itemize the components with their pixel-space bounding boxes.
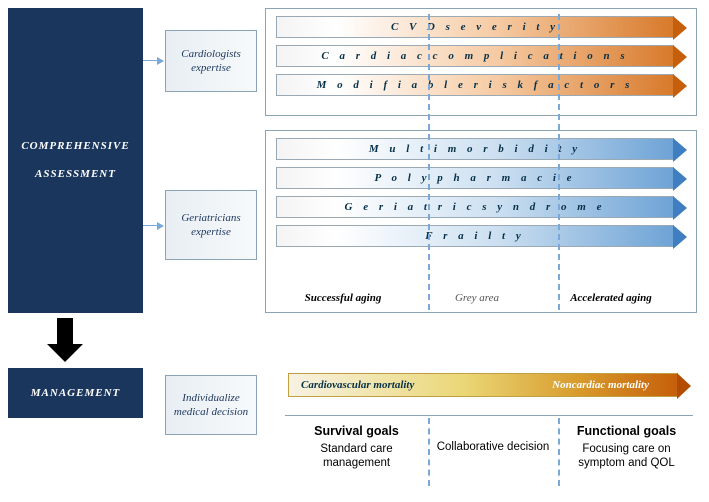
arrow-bar: C a r d i a c c o m p l i c a t i o n s (276, 45, 674, 67)
aging-left: Successful aging (276, 292, 410, 304)
arrow-bar-label: P o l y p h a r m a c i e (374, 172, 575, 184)
arrow-bar: M o d i f i a b l e r i s k f a c t o r … (276, 74, 674, 96)
col1-heading: Survival goals (291, 424, 422, 438)
arrow-bar-label: C a r d i a c c o m p l i c a t i o n s (321, 50, 628, 62)
arrow-bar-label: C V D s e v e r i t y (391, 21, 559, 33)
arrow-bar-label: G e r i a t r i c s y n d r o m e (345, 201, 606, 213)
cardio-panel: C V D s e v e r i t y C a r d i a c c o m… (265, 8, 697, 116)
col2-heading: Collaborative decision (437, 440, 550, 454)
vguide-1 (428, 14, 430, 310)
arrow-bar-label: M o d i f i a b l e r i s k f a c t o r … (317, 79, 634, 91)
comprehensive-assessment-box: COMPREHENSIVE ASSESSMENT (8, 8, 143, 313)
arrow-bar-label: F r a i l t y (425, 230, 524, 242)
mortality-bar: Cardiovascular mortality Noncardiac mort… (288, 373, 678, 397)
arrow-bar: G e r i a t r i c s y n d r o m e (276, 196, 674, 218)
mortality-right: Noncardiac mortality (552, 379, 649, 391)
geriatricians-label: Geriatricians expertise (172, 211, 250, 240)
mgmt-hline (285, 415, 693, 416)
arrow-bar: F r a i l t y (276, 225, 674, 247)
arrow-bar: M u l t i m o r b i d i t y (276, 138, 674, 160)
mgmt-columns: Survival goals Standard care management … (285, 420, 695, 475)
arrow-bar: P o l y p h a r m a c i e (276, 167, 674, 189)
col3-text: Focusing care on symptom and QOL (564, 442, 689, 471)
connector-cardio (143, 60, 163, 61)
individualize-label: Individualize medical decision (172, 391, 250, 420)
arrow-bar-label: M u l t i m o r b i d i t y (369, 143, 581, 155)
assessment-label-2: ASSESSMENT (21, 166, 129, 184)
aging-right: Accelerated aging (544, 292, 678, 304)
cardiologists-label-box: Cardiologists expertise (165, 30, 257, 92)
col3-heading: Functional goals (564, 424, 689, 438)
geriatricians-label-box: Geriatricians expertise (165, 190, 257, 260)
assessment-label-1: COMPREHENSIVE (21, 138, 129, 156)
individualize-label-box: Individualize medical decision (165, 375, 257, 435)
col1-text: Standard care management (291, 442, 422, 471)
aging-row: Successful aging Grey area Accelerated a… (276, 292, 678, 304)
vguide-2 (558, 14, 560, 310)
management-label: MANAGEMENT (31, 387, 120, 399)
arrow-bar: C V D s e v e r i t y (276, 16, 674, 38)
cardiologists-label: Cardiologists expertise (172, 47, 250, 76)
management-box: MANAGEMENT (8, 368, 143, 418)
mortality-left: Cardiovascular mortality (301, 379, 414, 391)
geri-panel: M u l t i m o r b i d i t y P o l y p h a… (265, 130, 697, 313)
aging-mid: Grey area (410, 292, 544, 304)
connector-geri (143, 225, 163, 226)
